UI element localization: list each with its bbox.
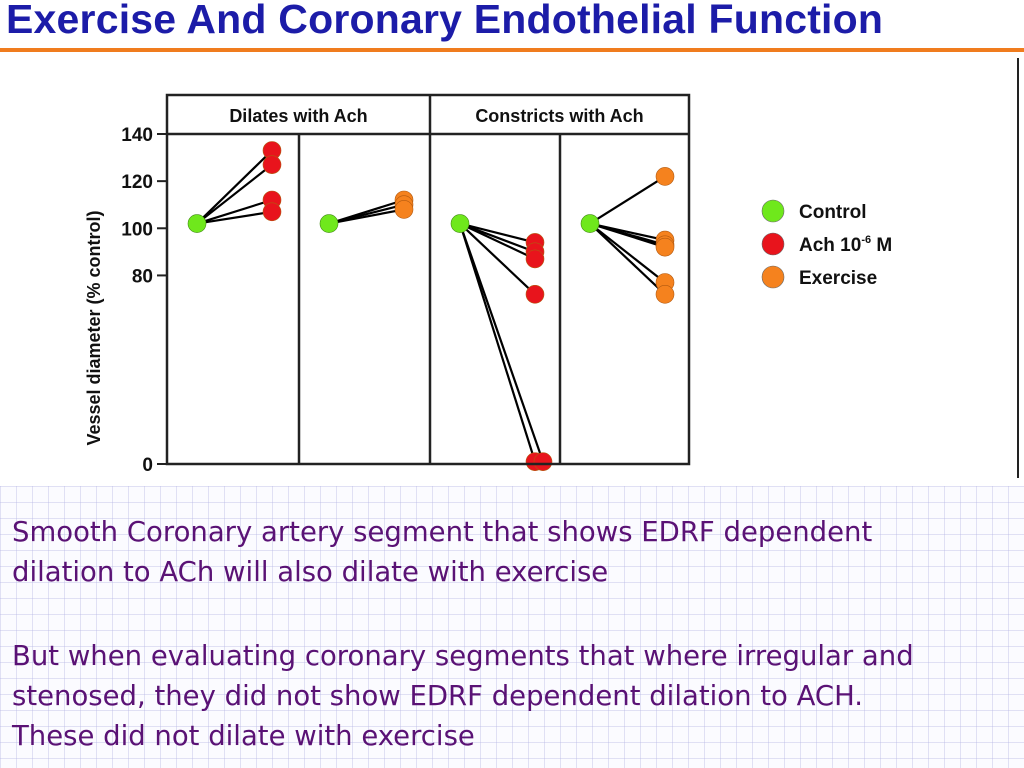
legend-label-2-base: Ach 10 — [799, 235, 861, 256]
panel-4-end-point-6 — [655, 284, 675, 304]
panel-4-line-6 — [589, 222, 666, 296]
chart-axis-layer: 0 80 100 120 140 Vessel diameter (% control) — [84, 125, 167, 476]
body-paragraph-2-line-2: stenosed, they did not show EDRF depende… — [12, 680, 864, 712]
panel-4-control-point — [580, 214, 600, 233]
group-label-1: Dilates with Ach — [229, 106, 367, 126]
panel-3-line-4 — [459, 222, 536, 296]
panel-3-line-1 — [459, 222, 536, 244]
body-paragraph-1: Smooth Coronary artery segment that show… — [12, 512, 1012, 592]
chart-frame-layer: Dilates with Ach Constricts with Ach — [165, 93, 691, 466]
y-tick-label-80: 80 — [132, 266, 153, 287]
panel-3-control-point — [450, 214, 470, 233]
panel-4-end-point-4 — [655, 237, 675, 257]
chart-legend: Control Ach 10-6 M Exercise — [761, 199, 892, 289]
title-underline — [0, 48, 1024, 52]
slide-title: Exercise And Coronary Endothelial Functi… — [6, 0, 884, 42]
panel-3-end-point-6 — [533, 452, 553, 471]
panel-2-end-point-3 — [394, 200, 414, 219]
panel-4-line-1 — [589, 175, 666, 225]
panel-1-line-1 — [196, 149, 273, 225]
chart-lines-layer — [196, 149, 666, 463]
chart-outer-frame — [165, 93, 691, 466]
panel-1-line-4 — [196, 210, 273, 225]
legend-label-3: Exercise — [799, 268, 877, 289]
chart-points-layer — [187, 141, 675, 471]
legend-label-2-superscript: -6 — [861, 234, 871, 246]
body-paragraph-2-line-3: These did not dilate with exercise — [12, 720, 475, 752]
panel-2-control-point — [319, 214, 339, 233]
panel-4-end-point-1 — [655, 167, 675, 186]
panel-1-line-2 — [196, 163, 273, 225]
y-tick-label-120: 120 — [121, 172, 153, 193]
figure-edge-line — [1017, 58, 1019, 478]
panel-1-end-point-4 — [262, 202, 282, 222]
body-paragraph-2: But when evaluating coronary segments th… — [12, 636, 1012, 756]
body-paragraph-1-line-1: Smooth Coronary artery segment that show… — [12, 516, 873, 548]
panel-1-control-point — [187, 214, 207, 233]
panel-3-line-3 — [459, 222, 536, 260]
legend-marker-1 — [761, 199, 785, 223]
legend-label-2: Ach 10-6 M — [799, 234, 892, 256]
legend-marker-2 — [761, 232, 785, 256]
panel-4-line-5 — [589, 222, 666, 284]
body-paragraph-2-line-1: But when evaluating coronary segments th… — [12, 640, 914, 672]
panel-3-line-5 — [458, 223, 537, 462]
panel-3-end-point-3 — [525, 249, 545, 269]
background-grid — [0, 486, 1024, 768]
y-tick-label-140: 140 — [121, 125, 153, 146]
y-tick-label-100: 100 — [121, 219, 153, 240]
legend-marker-3 — [761, 265, 785, 289]
legend-label-1: Control — [799, 202, 867, 223]
y-tick-label-0: 0 — [142, 455, 153, 476]
panel-3-end-point-4 — [525, 284, 545, 304]
chart: Dilates with Ach Constricts with Ach 0 80 1… — [84, 93, 892, 476]
panel-2-line-3 — [328, 208, 405, 225]
legend-label-2-unit: M — [871, 235, 892, 256]
panel-1-end-point-2 — [262, 155, 282, 174]
body-paragraph-1-line-2: dilation to ACh will also dilate with ex… — [12, 556, 609, 588]
panel-1-line-3 — [196, 198, 273, 225]
group-label-2: Constricts with Ach — [475, 106, 643, 126]
panel-4-line-4 — [589, 222, 666, 249]
y-axis-label: Vessel diameter (% control) — [84, 210, 104, 445]
panel-3-line-6 — [458, 223, 545, 463]
